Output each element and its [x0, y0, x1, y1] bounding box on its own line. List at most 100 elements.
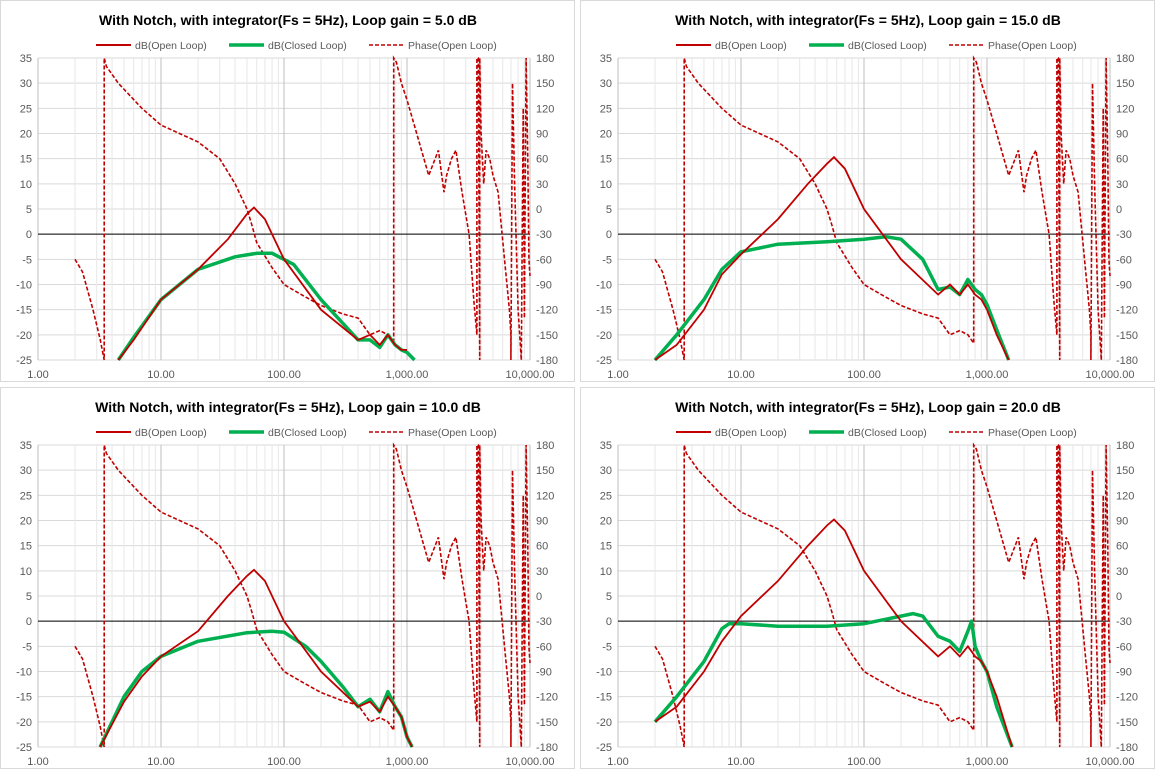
phase-line — [654, 442, 1111, 748]
gridlines — [37, 57, 531, 361]
y-tick-label-left: 35 — [600, 53, 612, 65]
y-tick-label-left: -10 — [16, 280, 32, 292]
y-tick-label-left: 10 — [600, 179, 612, 191]
y-tick-label-right: 120 — [1116, 490, 1134, 502]
axes: 35 30 25 20 15 10 5 0 -5 -10 -15 -20 -25 180 150 120 90 6… — [596, 53, 1138, 381]
y-tick-label-right: -90 — [1116, 667, 1132, 679]
legend: dB(Open Loop) dB(Closed Loop) Phase(Open… — [96, 40, 497, 52]
y-tick-label-right: 30 — [1116, 179, 1128, 191]
y-tick-label-left: 15 — [20, 541, 32, 553]
y-tick-label-right: 0 — [1116, 591, 1122, 603]
y-tick-label-right: -180 — [1116, 742, 1138, 754]
phase-line — [654, 55, 1111, 361]
x-tick-label: 10,000.00 — [1086, 756, 1135, 768]
y-tick-label-left: 5 — [606, 204, 612, 216]
y-tick-label-left: 30 — [20, 78, 32, 90]
chart-title: With Notch, with integrator(Fs = 5Hz), L… — [675, 12, 1061, 28]
y-tick-label-right: -90 — [536, 280, 552, 292]
y-tick-label-right: -90 — [536, 667, 552, 679]
x-tick-label: 1.00 — [27, 369, 48, 381]
y-tick-label-right: -60 — [1116, 641, 1132, 653]
y-tick-label-right: -120 — [536, 692, 558, 704]
y-tick-label-left: -15 — [16, 305, 32, 317]
closed-loop-line — [653, 234, 1011, 362]
legend-closed-loop-label: dB(Closed Loop) — [848, 40, 927, 52]
y-tick-label-left: -15 — [596, 692, 612, 704]
y-tick-label-left: 0 — [606, 229, 612, 241]
y-tick-label-left: -10 — [596, 280, 612, 292]
y-tick-label-left: -25 — [596, 742, 612, 754]
y-tick-label-right: 180 — [536, 53, 554, 65]
y-tick-label-right: -30 — [1116, 229, 1132, 241]
chart-panel-2: With Notch, with integrator(Fs = 5Hz), L… — [580, 0, 1155, 382]
series-layer — [653, 442, 1111, 748]
legend-open-loop-label: dB(Open Loop) — [135, 40, 207, 52]
y-tick-label-right: 150 — [536, 465, 554, 477]
legend-closed-loop-label: dB(Closed Loop) — [848, 427, 927, 439]
y-tick-label-left: -25 — [16, 742, 32, 754]
y-tick-label-right: -150 — [1116, 330, 1138, 342]
y-tick-label-left: 10 — [600, 566, 612, 578]
y-tick-label-left: -20 — [16, 330, 32, 342]
series-layer — [74, 442, 531, 748]
chart-title: With Notch, with integrator(Fs = 5Hz), L… — [675, 399, 1061, 415]
y-tick-label-right: -60 — [1116, 254, 1132, 266]
closed-loop-line — [98, 629, 414, 748]
x-tick-label: 10.00 — [727, 369, 755, 381]
y-tick-label-right: -60 — [536, 641, 552, 653]
y-tick-label-right: 0 — [536, 204, 542, 216]
y-tick-label-left: 25 — [600, 490, 612, 502]
y-tick-label-right: -180 — [1116, 355, 1138, 367]
x-tick-label: 10.00 — [147, 369, 175, 381]
y-tick-label-left: 20 — [20, 516, 32, 528]
y-tick-label-right: 150 — [1116, 465, 1134, 477]
chart-svg-3: With Notch, with integrator(Fs = 5Hz), L… — [16, 399, 558, 768]
y-tick-label-left: -10 — [16, 667, 32, 679]
axes: 35 30 25 20 15 10 5 0 -5 -10 -15 -20 -25 180 150 120 90 6… — [16, 53, 558, 381]
x-tick-label: 1.00 — [607, 756, 628, 768]
y-tick-label-left: 0 — [26, 229, 32, 241]
y-tick-label-left: 30 — [600, 78, 612, 90]
y-tick-label-right: -90 — [1116, 280, 1132, 292]
y-tick-label-left: 25 — [20, 490, 32, 502]
y-tick-label-right: -60 — [536, 254, 552, 266]
x-tick-label: 10.00 — [147, 756, 175, 768]
y-tick-label-left: 25 — [20, 103, 32, 115]
y-tick-label-right: 120 — [536, 490, 554, 502]
y-tick-label-right: 150 — [1116, 78, 1134, 90]
y-tick-label-right: -120 — [1116, 692, 1138, 704]
y-tick-label-left: -10 — [596, 667, 612, 679]
y-tick-label-left: 30 — [20, 465, 32, 477]
x-tick-label: 100.00 — [847, 369, 881, 381]
open-loop-line — [654, 155, 1010, 361]
gridlines — [617, 444, 1111, 748]
y-tick-label-left: -15 — [596, 305, 612, 317]
y-tick-label-left: 35 — [20, 53, 32, 65]
open-loop-line — [654, 518, 1013, 748]
y-tick-label-left: 35 — [600, 440, 612, 452]
y-tick-label-left: -25 — [596, 355, 612, 367]
phase-line — [74, 442, 531, 748]
legend: dB(Open Loop) dB(Closed Loop) Phase(Open… — [676, 40, 1077, 52]
legend: dB(Open Loop) dB(Closed Loop) Phase(Open… — [676, 427, 1077, 439]
axes: 35 30 25 20 15 10 5 0 -5 -10 -15 -20 -25 180 150 120 90 6… — [16, 440, 558, 768]
y-tick-label-right: 90 — [1116, 516, 1128, 528]
chart-panel-1: With Notch, with integrator(Fs = 5Hz), L… — [0, 0, 575, 382]
y-tick-label-left: 0 — [26, 616, 32, 628]
y-tick-label-left: -5 — [22, 641, 32, 653]
chart-panel-4: With Notch, with integrator(Fs = 5Hz), L… — [580, 387, 1155, 769]
y-tick-label-right: -30 — [536, 229, 552, 241]
y-tick-label-right: 120 — [1116, 103, 1134, 115]
y-tick-label-left: 0 — [606, 616, 612, 628]
y-tick-label-right: -180 — [536, 742, 558, 754]
y-tick-label-left: 20 — [600, 129, 612, 141]
legend: dB(Open Loop) dB(Closed Loop) Phase(Open… — [96, 427, 497, 439]
y-tick-label-left: -5 — [602, 641, 612, 653]
y-tick-label-left: -20 — [596, 330, 612, 342]
y-tick-label-right: -120 — [1116, 305, 1138, 317]
y-tick-label-right: 60 — [1116, 541, 1128, 553]
legend-closed-loop-label: dB(Closed Loop) — [268, 427, 347, 439]
legend-phase-label: Phase(Open Loop) — [408, 40, 497, 52]
y-tick-label-left: 5 — [26, 591, 32, 603]
legend-closed-loop-label: dB(Closed Loop) — [268, 40, 347, 52]
